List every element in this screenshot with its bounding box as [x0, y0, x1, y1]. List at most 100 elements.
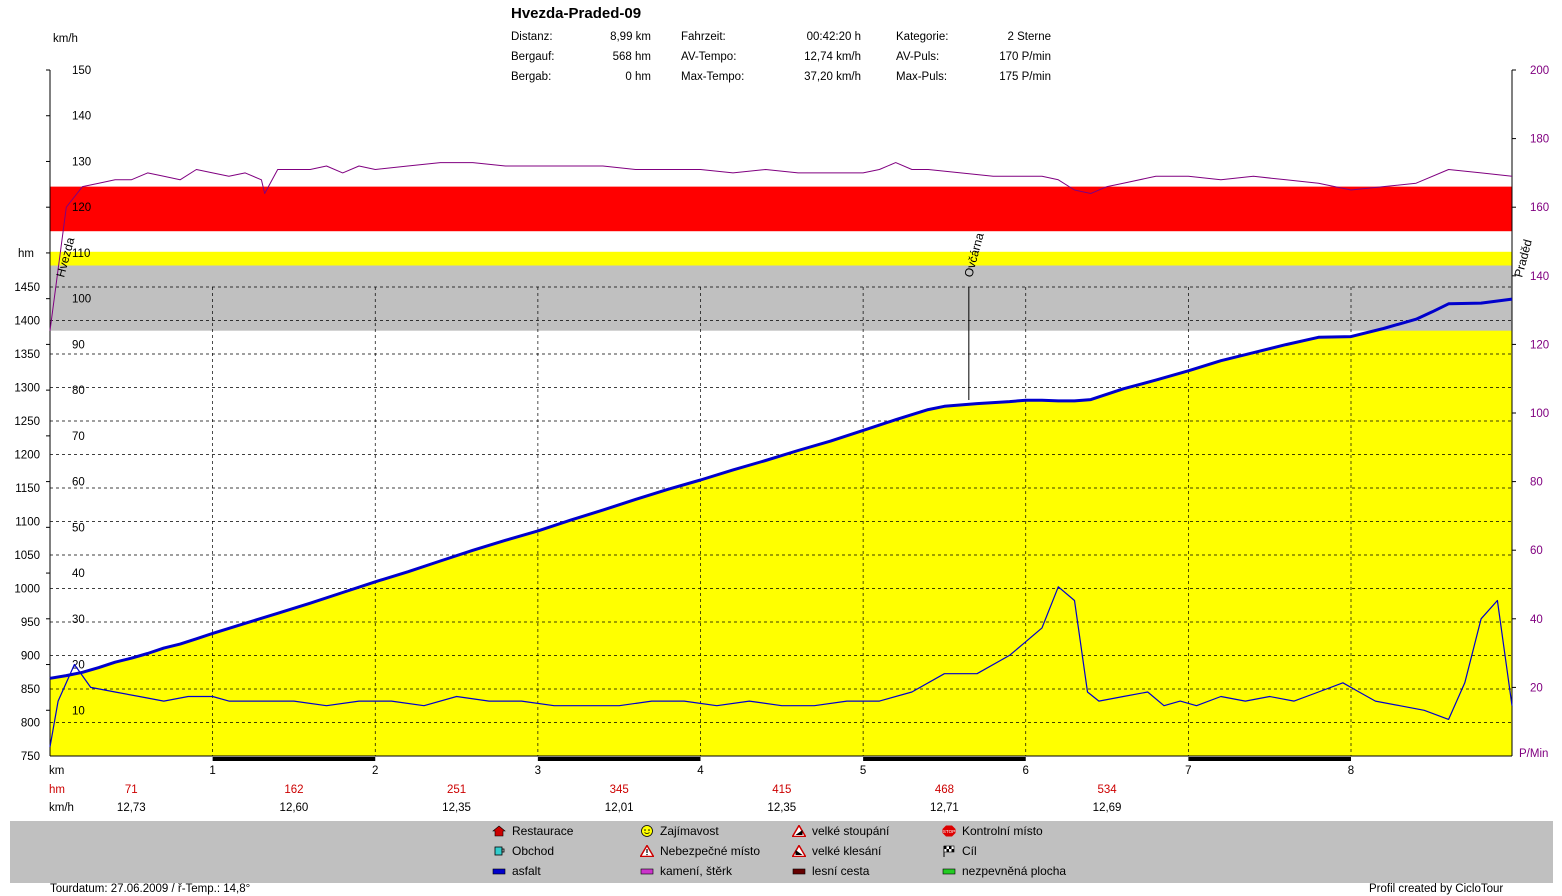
- elevation-tick-label: 1300: [14, 383, 40, 395]
- legend-item: Cíl: [942, 844, 977, 858]
- speed-tick-label: 130: [72, 156, 91, 168]
- pulse-tick-label: 20: [1530, 682, 1543, 694]
- elevation-tick-label: 1050: [14, 550, 40, 562]
- legend-item: Nebezpečné místo: [639, 844, 761, 858]
- elevation-tick-label: 1000: [14, 584, 40, 596]
- speed-tick-label: 100: [72, 294, 91, 306]
- pulse-tick-label: 80: [1530, 477, 1543, 489]
- speed-tick-label: 50: [72, 522, 85, 534]
- legend-label: Cíl: [962, 844, 977, 858]
- speed-tick-label: 40: [72, 568, 85, 580]
- stat-value: 00:42:20 h: [806, 31, 861, 43]
- legend-label: Nebezpečné místo: [660, 844, 761, 858]
- distance-tick-label: 1: [209, 765, 215, 777]
- speed-tick-label: 20: [72, 660, 85, 672]
- grey-band: [50, 265, 1512, 331]
- stat-label: Fahrzeit:: [681, 31, 726, 43]
- speed-tick-label: 140: [72, 111, 91, 123]
- legend-label: nezpevněná plocha: [962, 864, 1067, 878]
- stat-value: 0 hm: [625, 71, 651, 83]
- legend-label: velké stoupání: [812, 824, 890, 838]
- elevation-tick-label: 1250: [14, 416, 40, 428]
- elevation-tick-label: 900: [21, 651, 40, 663]
- stat-value: 170 P/min: [999, 51, 1051, 63]
- surface-swatch: [492, 865, 506, 877]
- kmh-row-value: 12,69: [1093, 802, 1122, 814]
- distance-tick-label: 6: [1023, 765, 1029, 777]
- elevation-tick-label: 1100: [15, 517, 40, 529]
- distance-axis-label: km: [49, 765, 64, 777]
- finish-flag-icon: [942, 845, 956, 857]
- hm-row-value: 534: [1097, 784, 1117, 796]
- surface-swatch: [792, 865, 806, 877]
- hm-row-value: 468: [935, 784, 954, 796]
- legend-item: Obchod: [492, 844, 554, 858]
- legend-label: asfalt: [512, 864, 541, 878]
- surface-segment: [537, 757, 701, 761]
- stat-label: Distanz:: [511, 31, 553, 43]
- stat-value: 568 hm: [612, 51, 651, 63]
- legend-item: Restaurace: [492, 824, 573, 838]
- pulse-zone-red: [50, 186, 1512, 232]
- stop-icon: STOP: [942, 825, 956, 837]
- legend-item: lesní cesta: [792, 864, 869, 878]
- distance-tick-label: 7: [1185, 765, 1191, 777]
- stat-label: Bergab:: [511, 71, 552, 83]
- cup-icon: [492, 845, 506, 857]
- kmh-row-value: 12,01: [605, 802, 634, 814]
- legend-item: STOP Kontrolní místo: [942, 824, 1043, 838]
- stat-value: 2 Sterne: [1007, 31, 1051, 43]
- elevation-tick-label: 950: [21, 617, 40, 629]
- surface-segment: [212, 757, 376, 761]
- surface-segment: [1188, 757, 1352, 761]
- legend-label: Obchod: [512, 844, 555, 858]
- legend-label: Kontrolní místo: [962, 824, 1043, 838]
- speed-tick-label: 30: [72, 614, 85, 626]
- distance-tick-label: 5: [860, 765, 866, 777]
- speed-tick-label: 90: [72, 339, 85, 351]
- stat-value: 12,74 km/h: [804, 51, 861, 63]
- stat-label: AV-Puls:: [896, 51, 940, 63]
- speed-tick-label: 150: [72, 65, 91, 77]
- distance-tick-label: 2: [372, 765, 378, 777]
- pulse-tick-label: 120: [1530, 339, 1549, 351]
- pulse-tick-label: 160: [1530, 202, 1549, 214]
- surface-swatch: [640, 865, 654, 877]
- stat-value: 8,99 km: [610, 31, 651, 43]
- smiley-icon: [640, 825, 654, 837]
- speed-line: [49, 586, 1513, 748]
- chart-title: Hvezda-Praded-09: [511, 5, 642, 22]
- hm-row-value: 71: [125, 784, 138, 796]
- legend-item: kamení, štěrk: [640, 864, 732, 878]
- kmh-row-value: 12,73: [117, 802, 146, 814]
- surface-swatch: [942, 865, 956, 877]
- legend-label: velké klesání: [812, 844, 882, 858]
- distance-tick-label: 8: [1348, 765, 1354, 777]
- speed-tick-label: 70: [72, 431, 85, 443]
- warning-icon: [639, 844, 655, 858]
- stat-value: 37,20 km/h: [804, 71, 861, 83]
- pulse-tick-label: 200: [1530, 65, 1549, 77]
- surface-segment: [863, 757, 1026, 761]
- speed-axis-label: km/h: [53, 33, 78, 45]
- pulse-axis-label: P/Min: [1519, 748, 1548, 760]
- legend-label: kamení, štěrk: [660, 864, 733, 878]
- tour-date: Tourdatum: 27.06.2009 / ř-Temp.: 14,8°: [50, 883, 251, 895]
- stat-label: AV-Tempo:: [681, 51, 737, 63]
- hm-row-label: hm: [49, 784, 65, 796]
- stat-label: Kategorie:: [896, 31, 949, 43]
- hm-row-value: 415: [772, 784, 791, 796]
- stat-label: Max-Puls:: [896, 71, 948, 83]
- kmh-row-value: 12,60: [280, 802, 309, 814]
- elevation-axis-label: hm: [18, 248, 34, 260]
- legend: Restaurace Obchod asfalt Zajímavost Nebezpeč…: [10, 821, 1553, 883]
- elevation-line: [49, 297, 1513, 680]
- elevation-tick-label: 850: [21, 684, 40, 696]
- stat-label: Bergauf:: [511, 51, 555, 63]
- distance-tick-label: 3: [535, 765, 541, 777]
- credit: Profil created by CicloTour: [1369, 883, 1504, 895]
- elevation-tick-label: 750: [21, 751, 40, 763]
- hm-row-value: 345: [610, 784, 629, 796]
- elevation-tick-label: 1350: [14, 349, 40, 361]
- hm-row-value: 162: [284, 784, 303, 796]
